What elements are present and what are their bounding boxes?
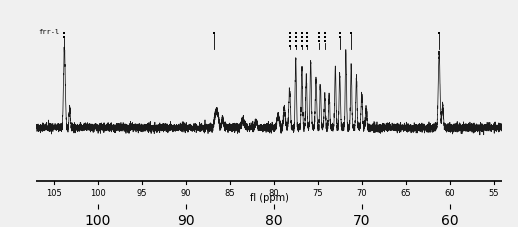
- Text: 55: 55: [488, 189, 499, 198]
- Text: 90: 90: [181, 189, 191, 198]
- Text: 60: 60: [444, 189, 455, 198]
- Text: fl (ppm): fl (ppm): [250, 193, 289, 203]
- Text: 80: 80: [268, 189, 279, 198]
- Text: 105: 105: [46, 189, 62, 198]
- Text: 95: 95: [137, 189, 147, 198]
- Text: frr-l: frr-l: [38, 29, 59, 35]
- Text: 85: 85: [224, 189, 235, 198]
- Text: 65: 65: [400, 189, 411, 198]
- Text: 70: 70: [356, 189, 367, 198]
- Text: 100: 100: [90, 189, 106, 198]
- Text: 75: 75: [312, 189, 323, 198]
